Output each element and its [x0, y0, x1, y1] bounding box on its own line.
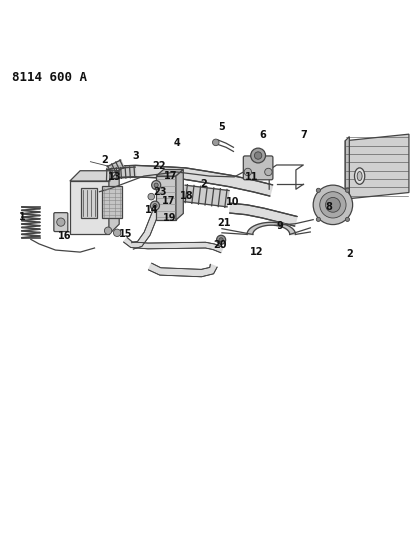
Text: 2: 2 — [200, 179, 207, 189]
Ellipse shape — [357, 172, 362, 181]
Circle shape — [326, 197, 340, 212]
Circle shape — [265, 168, 272, 176]
Circle shape — [345, 217, 349, 221]
Polygon shape — [107, 160, 124, 174]
Text: 21: 21 — [217, 219, 231, 228]
Text: 14: 14 — [145, 205, 159, 215]
Polygon shape — [132, 212, 158, 249]
FancyBboxPatch shape — [102, 187, 122, 218]
Text: 19: 19 — [163, 213, 176, 223]
FancyBboxPatch shape — [54, 213, 68, 231]
Circle shape — [113, 229, 121, 237]
Text: 12: 12 — [250, 247, 263, 257]
Circle shape — [154, 183, 158, 187]
Text: 3: 3 — [132, 150, 139, 160]
Text: 5: 5 — [219, 122, 225, 132]
Text: 2: 2 — [102, 155, 108, 165]
Text: 2: 2 — [346, 249, 353, 259]
Circle shape — [251, 148, 266, 163]
Circle shape — [254, 152, 262, 159]
Ellipse shape — [354, 168, 365, 184]
Text: 13: 13 — [109, 172, 122, 182]
Polygon shape — [70, 171, 119, 181]
Text: 16: 16 — [58, 231, 72, 241]
Polygon shape — [109, 171, 119, 235]
Polygon shape — [230, 203, 297, 226]
FancyBboxPatch shape — [81, 188, 97, 218]
Circle shape — [316, 188, 321, 192]
Polygon shape — [156, 169, 183, 176]
Circle shape — [313, 185, 353, 224]
Circle shape — [320, 192, 346, 218]
Text: 9: 9 — [276, 221, 283, 231]
Polygon shape — [345, 134, 409, 199]
Text: 11: 11 — [245, 172, 258, 182]
Text: 23: 23 — [154, 187, 167, 197]
Polygon shape — [345, 136, 349, 199]
Circle shape — [219, 238, 223, 242]
Text: 17: 17 — [162, 196, 175, 206]
Polygon shape — [176, 169, 183, 220]
Circle shape — [104, 227, 112, 235]
FancyBboxPatch shape — [243, 156, 273, 180]
Circle shape — [244, 168, 252, 176]
Circle shape — [148, 193, 155, 200]
Text: 8: 8 — [326, 202, 332, 212]
Circle shape — [57, 218, 65, 226]
Circle shape — [316, 217, 321, 221]
Text: 20: 20 — [213, 240, 226, 250]
Polygon shape — [247, 222, 296, 235]
Polygon shape — [183, 185, 229, 207]
Circle shape — [345, 188, 349, 192]
Text: 17: 17 — [164, 171, 177, 181]
Text: 22: 22 — [153, 161, 166, 171]
Text: 1: 1 — [19, 212, 26, 222]
Circle shape — [152, 181, 161, 190]
Polygon shape — [110, 165, 272, 196]
Polygon shape — [111, 167, 136, 179]
Text: 6: 6 — [260, 130, 266, 140]
Circle shape — [153, 204, 157, 208]
Circle shape — [217, 235, 226, 244]
Circle shape — [212, 139, 219, 146]
Polygon shape — [124, 238, 223, 253]
FancyBboxPatch shape — [156, 176, 176, 220]
FancyBboxPatch shape — [70, 181, 109, 235]
Text: 18: 18 — [180, 191, 194, 201]
Polygon shape — [148, 263, 217, 277]
Text: 8114 600 A: 8114 600 A — [12, 71, 87, 84]
Text: 15: 15 — [119, 229, 132, 239]
Text: 7: 7 — [301, 130, 307, 140]
Circle shape — [150, 201, 159, 210]
Text: 10: 10 — [226, 197, 239, 207]
Text: 4: 4 — [173, 138, 180, 148]
